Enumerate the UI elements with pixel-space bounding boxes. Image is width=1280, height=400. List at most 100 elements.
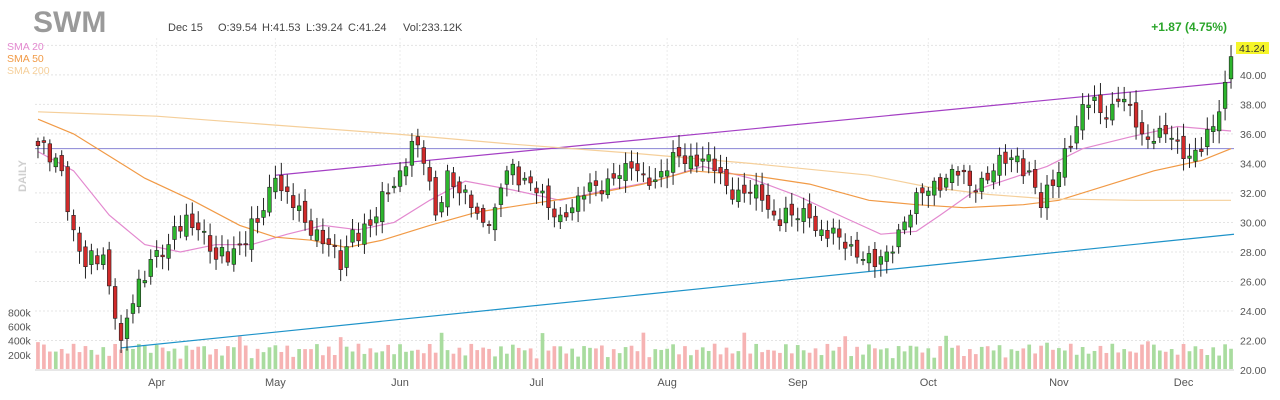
volume-bar: [386, 344, 391, 369]
lower-trend-line: [121, 233, 1235, 349]
volume-bar: [1157, 350, 1162, 369]
candle: [878, 249, 883, 277]
candle-body: [801, 208, 806, 222]
volume-bar: [1140, 344, 1144, 369]
moving-average-line: [37, 125, 1232, 253]
candle: [463, 184, 468, 205]
volume-bar: [249, 358, 254, 369]
candle: [641, 162, 646, 183]
volume-bar: [380, 351, 385, 369]
price-tick-label: 24.00: [1240, 306, 1266, 318]
candle: [249, 206, 254, 262]
candle: [1021, 149, 1026, 184]
volume-tick-label: 600k: [8, 322, 32, 334]
candle: [795, 207, 800, 232]
candle: [386, 183, 391, 202]
volume-bar: [421, 353, 426, 369]
candle: [356, 222, 361, 247]
candle: [908, 209, 913, 236]
candle-body: [961, 169, 967, 173]
candle: [83, 240, 88, 279]
volume-bar: [1110, 343, 1115, 369]
volume-bar: [190, 349, 195, 369]
candle-body: [1211, 126, 1216, 132]
candle: [504, 165, 510, 197]
candle-body: [1175, 139, 1180, 142]
candle-body: [225, 251, 231, 263]
volume-bar: [457, 347, 462, 369]
candle-body: [813, 215, 818, 231]
candle-body: [112, 286, 118, 319]
volume-bar: [979, 346, 984, 369]
candle: [154, 240, 159, 268]
candle-body: [285, 186, 290, 192]
candle-body: [481, 208, 486, 223]
volume-bar: [594, 348, 598, 369]
volume-bar: [166, 351, 171, 369]
candle: [1092, 85, 1097, 114]
candle: [368, 209, 373, 238]
candle-body: [599, 190, 604, 195]
candle: [65, 161, 70, 221]
candle: [1015, 147, 1020, 173]
candle-body: [41, 140, 47, 143]
candle-body: [670, 152, 676, 173]
candle-body: [837, 228, 842, 238]
candle: [374, 206, 379, 236]
candle-body: [255, 218, 260, 223]
volume-bar: [582, 346, 586, 369]
candle: [1199, 137, 1204, 157]
candle: [973, 184, 978, 203]
candle: [700, 146, 705, 172]
candle: [1027, 161, 1032, 176]
candle-body: [1217, 111, 1222, 132]
volume-bar: [53, 351, 58, 369]
volume-bar: [237, 336, 242, 369]
candle-body: [742, 184, 747, 194]
volume-bar: [694, 349, 699, 369]
candle: [202, 219, 207, 245]
volume-bar: [825, 343, 830, 369]
volume-bar: [309, 349, 313, 369]
candle: [308, 208, 314, 241]
candle: [225, 239, 231, 266]
volume-bar: [843, 336, 848, 369]
volume-bar: [766, 349, 770, 369]
volume-bar: [1057, 348, 1061, 369]
candle-body: [795, 218, 800, 221]
volume-bar: [528, 348, 533, 369]
candle-body: [552, 208, 557, 218]
candle: [190, 202, 195, 236]
volume-bar: [962, 356, 966, 369]
candle: [451, 167, 456, 199]
candle: [670, 140, 676, 185]
volume-bar: [1062, 350, 1067, 369]
candle-body: [397, 170, 403, 187]
candle: [961, 164, 967, 185]
candle-body: [748, 191, 753, 194]
candle-body: [706, 154, 711, 162]
candle: [920, 183, 925, 206]
volume-bar: [445, 350, 450, 369]
candle: [47, 139, 52, 172]
volume-bar: [956, 345, 960, 369]
candle-body: [213, 247, 219, 260]
candle-body: [575, 195, 581, 212]
candle-body: [249, 218, 254, 250]
candle: [819, 219, 824, 241]
candle: [498, 183, 504, 218]
candle: [914, 187, 919, 225]
volume-bar: [700, 347, 705, 369]
candle-body: [142, 280, 147, 284]
candle: [510, 158, 515, 185]
candle: [581, 186, 587, 212]
candle-body: [237, 243, 242, 246]
candle-body: [415, 136, 420, 146]
volume-bar: [481, 347, 485, 369]
candle-body: [350, 229, 355, 243]
volume-bar: [659, 349, 664, 369]
candle-body: [403, 166, 409, 177]
candle: [1151, 128, 1157, 150]
candle: [326, 227, 331, 257]
candle: [255, 205, 260, 234]
